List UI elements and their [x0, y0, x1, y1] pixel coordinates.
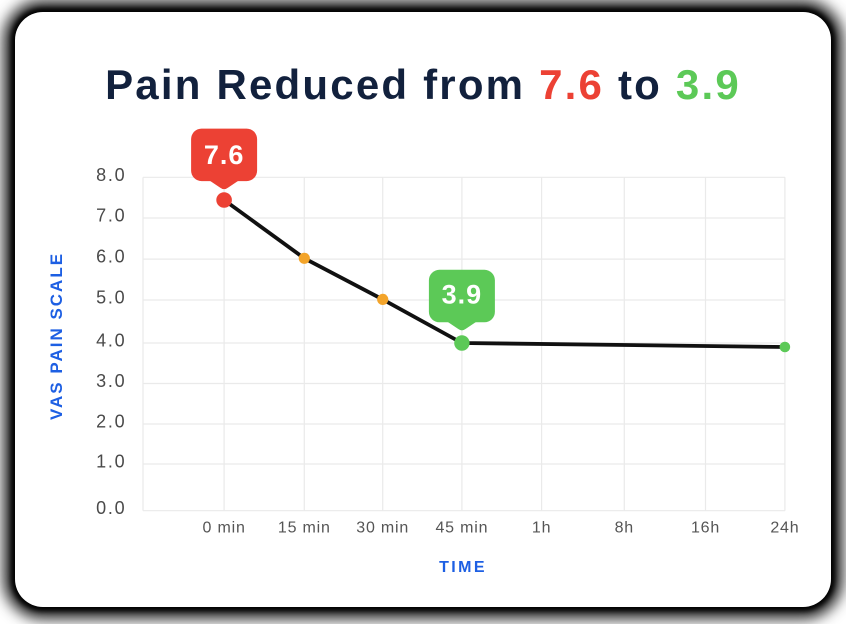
svg-text:TIME: TIME	[439, 559, 487, 576]
svg-text:1h: 1h	[532, 520, 551, 537]
svg-text:6.0: 6.0	[96, 247, 126, 267]
svg-text:Pain Reduced from 7.6 to 3.9: Pain Reduced from 7.6 to 3.9	[105, 61, 741, 108]
svg-text:7.0: 7.0	[96, 206, 126, 226]
svg-text:4.0: 4.0	[96, 331, 126, 351]
svg-text:7.6: 7.6	[204, 140, 245, 170]
svg-text:45 min: 45 min	[435, 520, 488, 537]
svg-text:1.0: 1.0	[96, 452, 126, 472]
svg-text:8h: 8h	[615, 520, 634, 537]
svg-text:5.0: 5.0	[96, 288, 126, 308]
svg-text:3.0: 3.0	[96, 371, 126, 391]
svg-text:8.0: 8.0	[96, 165, 126, 185]
svg-text:VAS PAIN SCALE: VAS PAIN SCALE	[47, 252, 66, 420]
svg-text:24h: 24h	[770, 520, 799, 537]
svg-text:2.0: 2.0	[96, 412, 126, 432]
svg-text:16h: 16h	[691, 520, 720, 537]
svg-text:3.9: 3.9	[442, 280, 483, 310]
svg-text:30 min: 30 min	[356, 520, 409, 537]
svg-text:0 min: 0 min	[203, 520, 246, 537]
svg-text:0.0: 0.0	[96, 498, 126, 518]
svg-text:15 min: 15 min	[278, 520, 331, 537]
